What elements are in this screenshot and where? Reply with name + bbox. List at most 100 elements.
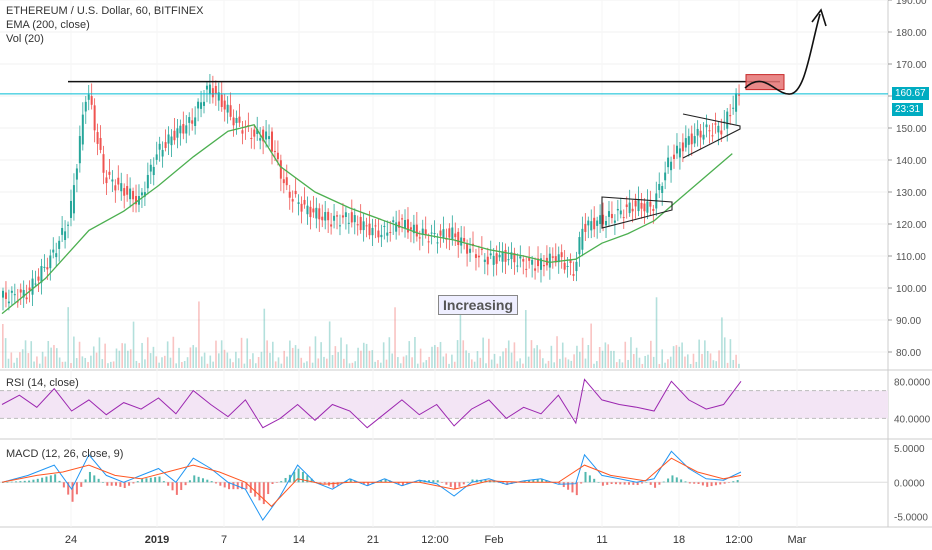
candle-body	[146, 174, 149, 189]
volume-bar	[621, 362, 624, 368]
candle-body	[37, 276, 40, 281]
volume-bar	[681, 342, 683, 368]
candle-body	[702, 134, 705, 140]
volume-bar	[218, 353, 220, 368]
macd-histogram-bar	[367, 482, 370, 486]
candle-body	[673, 154, 676, 159]
candle-body	[646, 201, 649, 213]
volume-bar	[135, 360, 138, 368]
candle-body	[625, 204, 628, 208]
x-tick-label: 24	[65, 534, 77, 546]
candle-body	[31, 278, 34, 295]
volume-bar	[118, 350, 121, 368]
candle-body	[4, 292, 7, 299]
candle-body	[418, 237, 421, 239]
volume-bar	[632, 354, 635, 368]
candle-body	[566, 265, 569, 267]
macd-histogram-bar	[480, 479, 483, 483]
candle-body	[531, 259, 534, 265]
volume-bar	[726, 362, 729, 368]
macd-histogram-bar	[527, 480, 530, 483]
volume-bar	[331, 355, 334, 368]
volume-bar	[308, 346, 311, 368]
macd-histogram-bar	[732, 481, 735, 483]
candle-body	[380, 234, 383, 238]
candle-body	[214, 85, 217, 94]
candle-body	[551, 256, 554, 258]
macd-histogram-bar	[58, 480, 61, 483]
volume-bar	[78, 341, 81, 368]
volume-bar	[547, 360, 550, 368]
macd-histogram-bar	[97, 478, 100, 483]
candle-body	[321, 216, 324, 221]
macd-histogram-bar	[684, 481, 687, 483]
macd-histogram-bar	[471, 479, 474, 483]
candle-body	[315, 207, 318, 219]
volume-bar	[442, 356, 445, 368]
volume-bar	[112, 361, 115, 368]
candle-body	[105, 177, 108, 184]
candle-body	[495, 253, 498, 264]
macd-histogram-bar	[49, 475, 52, 483]
volume-bar	[286, 356, 288, 368]
macd-histogram-bar	[567, 482, 570, 490]
volume-bar	[362, 342, 365, 368]
volume-bar	[647, 354, 649, 368]
volume-bar	[2, 324, 4, 368]
volume-bar	[721, 317, 723, 368]
candle-body	[211, 88, 214, 98]
x-tick-label: 18	[673, 534, 685, 546]
volume-bar	[44, 356, 47, 368]
candle-body	[522, 259, 525, 262]
macd-histogram-bar	[149, 477, 152, 483]
volume-bar	[578, 351, 581, 368]
macd-histogram-bar	[428, 480, 431, 483]
macd-histogram-bar	[580, 482, 583, 484]
volume-bar	[493, 353, 496, 368]
candle-body	[498, 254, 501, 258]
volume-bar	[399, 363, 402, 368]
volume-bar	[58, 357, 61, 368]
candle-body	[507, 259, 510, 261]
candle-body	[729, 115, 732, 117]
macd-histogram-bar	[523, 480, 526, 483]
volume-bar	[360, 350, 362, 368]
volume-bar	[328, 321, 331, 368]
x-tick-label: 11	[596, 534, 607, 546]
volume-bar	[7, 358, 10, 368]
volume-bar	[613, 350, 615, 368]
candle-body	[534, 268, 537, 271]
candle-body	[439, 230, 442, 236]
volume-bar	[291, 347, 294, 368]
candle-body	[714, 123, 717, 125]
volume-bar	[385, 359, 388, 368]
candle-body	[235, 117, 238, 123]
volume-bar	[436, 347, 439, 368]
macd-histogram-bar	[723, 482, 726, 484]
candle-body	[560, 252, 563, 258]
macd-histogram-bar	[541, 478, 544, 483]
volume-bar	[533, 348, 536, 368]
macd-histogram-bar	[588, 475, 591, 483]
candle-body	[430, 232, 433, 234]
candle-body	[711, 135, 714, 137]
volume-bar	[206, 363, 209, 368]
candle-body	[288, 191, 291, 198]
candle-body	[200, 102, 203, 109]
volume-bar	[348, 363, 351, 368]
macd-histogram-bar	[332, 482, 335, 488]
candle-body	[554, 256, 557, 263]
macd-histogram-bar	[627, 482, 630, 485]
candle-body	[330, 224, 333, 227]
macd-histogram-bar	[145, 478, 148, 483]
volume-bar	[559, 358, 561, 368]
volume-bar	[70, 363, 72, 368]
volume-bar	[485, 363, 487, 368]
volume-bar	[644, 355, 646, 368]
volume-bar	[425, 360, 428, 368]
volume-bar	[524, 310, 527, 368]
candle-body	[49, 255, 52, 269]
candle-body	[25, 297, 28, 300]
volume-bar	[354, 361, 357, 368]
